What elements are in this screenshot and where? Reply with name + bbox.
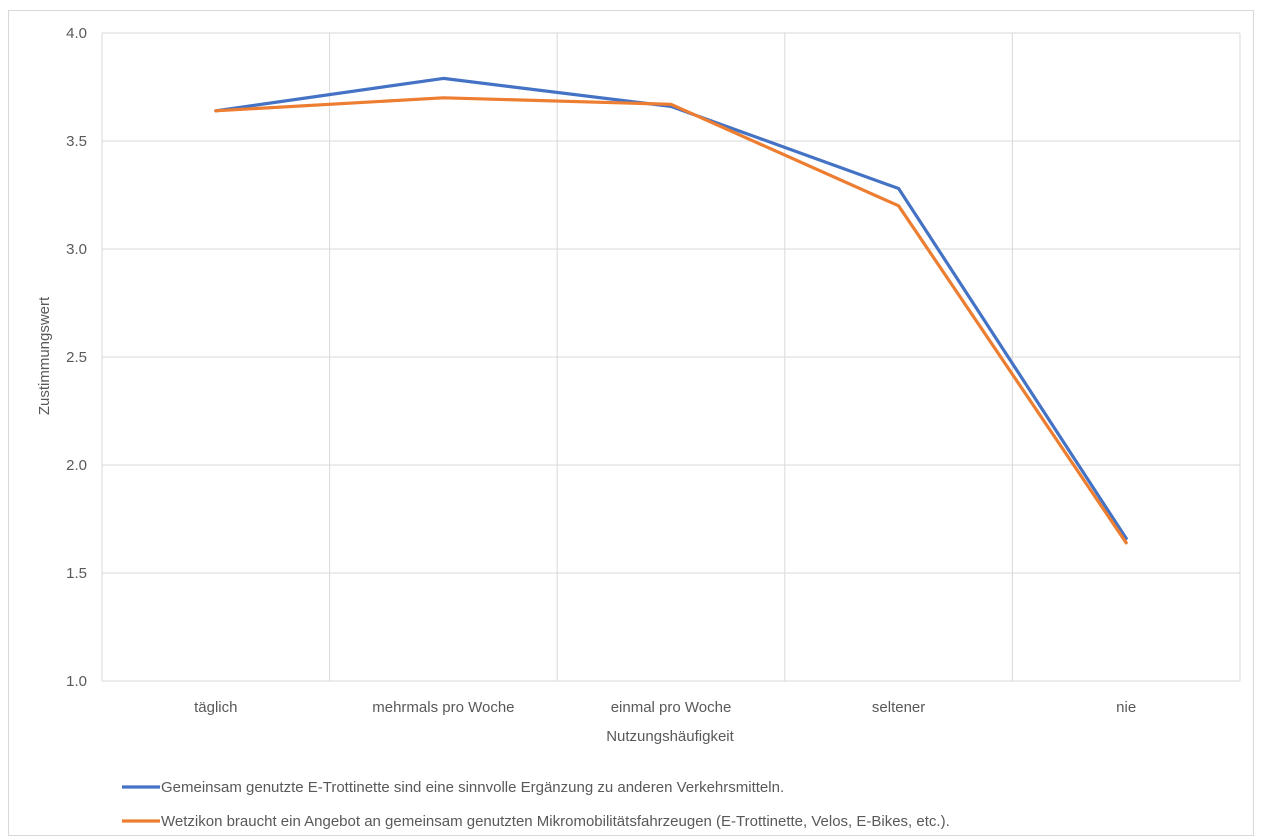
y-tick-label: 3.5 [66,133,87,150]
x-tick-label: seltener [872,699,925,716]
legend-label-1: Gemeinsam genutzte E-Trottinette sind ei… [161,779,784,796]
x-tick-label: einmal pro Woche [611,699,732,716]
y-tick-label: 4.0 [66,25,87,42]
x-tick-label: mehrmals pro Woche [372,699,514,716]
chart-frame [8,10,1254,836]
legend: Gemeinsam genutzte E-Trottinette sind ei… [122,779,950,830]
y-axis-title: Zustimmungswert [36,296,53,415]
y-tick-label: 1.5 [66,565,87,582]
legend-label-2: Wetzikon braucht ein Angebot an gemeinsa… [161,813,950,830]
grid-layer [101,32,1241,682]
y-tick-label: 2.0 [66,457,87,474]
series-line-2 [214,96,1128,545]
y-tick-label: 1.0 [66,673,87,690]
x-tick-label: täglich [194,699,237,716]
x-axis-title: Nutzungshäufigkeit [606,728,734,745]
y-tick-label: 2.5 [66,349,87,366]
x-tick-label: nie [1116,699,1136,716]
y-tick-label: 3.0 [66,241,87,258]
y-axis-ticks: 1.0 1.5 2.0 2.5 3.0 3.5 4.0 [66,25,87,690]
series-line-1 [214,76,1128,541]
series-layer [214,76,1128,545]
x-axis-ticks: täglich mehrmals pro Woche einmal pro Woch… [194,699,1136,716]
